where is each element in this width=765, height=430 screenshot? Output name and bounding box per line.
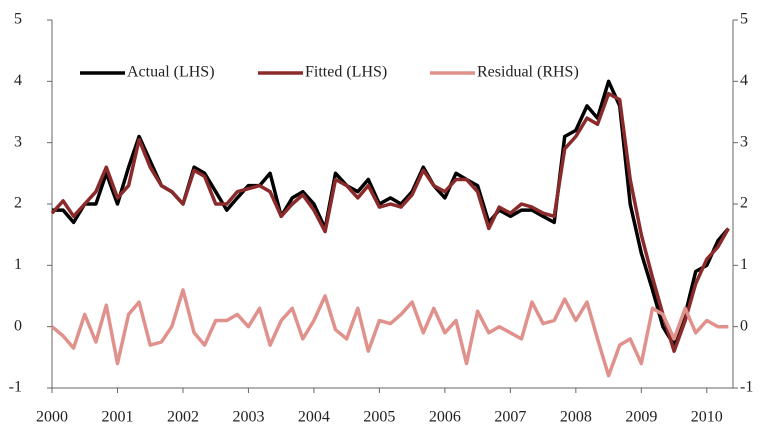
x-tick-label: 2005 <box>363 409 395 426</box>
y2-tick-label: 0 <box>740 317 748 334</box>
x-tick-label: 2010 <box>691 409 723 426</box>
x-tick-label: 2004 <box>298 409 330 426</box>
y2-tick-label: 4 <box>740 72 748 89</box>
y-tick-label: 2 <box>14 195 22 212</box>
y-tick-label: 4 <box>14 72 22 89</box>
y-tick-label: 0 <box>14 317 22 334</box>
x-tick-label: 2001 <box>101 409 133 426</box>
y2-tick-label: 1 <box>740 256 748 273</box>
y-tick-label: 1 <box>14 256 22 273</box>
legend-label: Residual (RHS) <box>477 64 579 81</box>
series-line <box>50 288 729 378</box>
x-tick-label: 2009 <box>625 409 657 426</box>
series-line <box>50 91 730 353</box>
x-tick-label: 2006 <box>429 409 461 426</box>
legend-label: Fitted (LHS) <box>305 64 387 81</box>
y2-tick-label: 5 <box>740 11 748 28</box>
y-tick-label: -1 <box>9 379 22 396</box>
x-tick-label: 2002 <box>167 409 199 426</box>
y-tick-label: 3 <box>14 133 22 150</box>
x-tick-label: 2007 <box>494 409 526 426</box>
y-tick-label: 5 <box>14 11 22 28</box>
x-tick-label: 2008 <box>560 409 592 426</box>
x-tick-label: 2003 <box>232 409 264 426</box>
x-tick-label: 2000 <box>36 409 68 426</box>
y2-tick-label: 2 <box>740 195 748 212</box>
y2-tick-label: 3 <box>740 133 748 150</box>
series-line <box>52 79 730 347</box>
legend-label: Actual (LHS) <box>127 64 215 81</box>
y2-tick-label: -1 <box>740 379 753 396</box>
